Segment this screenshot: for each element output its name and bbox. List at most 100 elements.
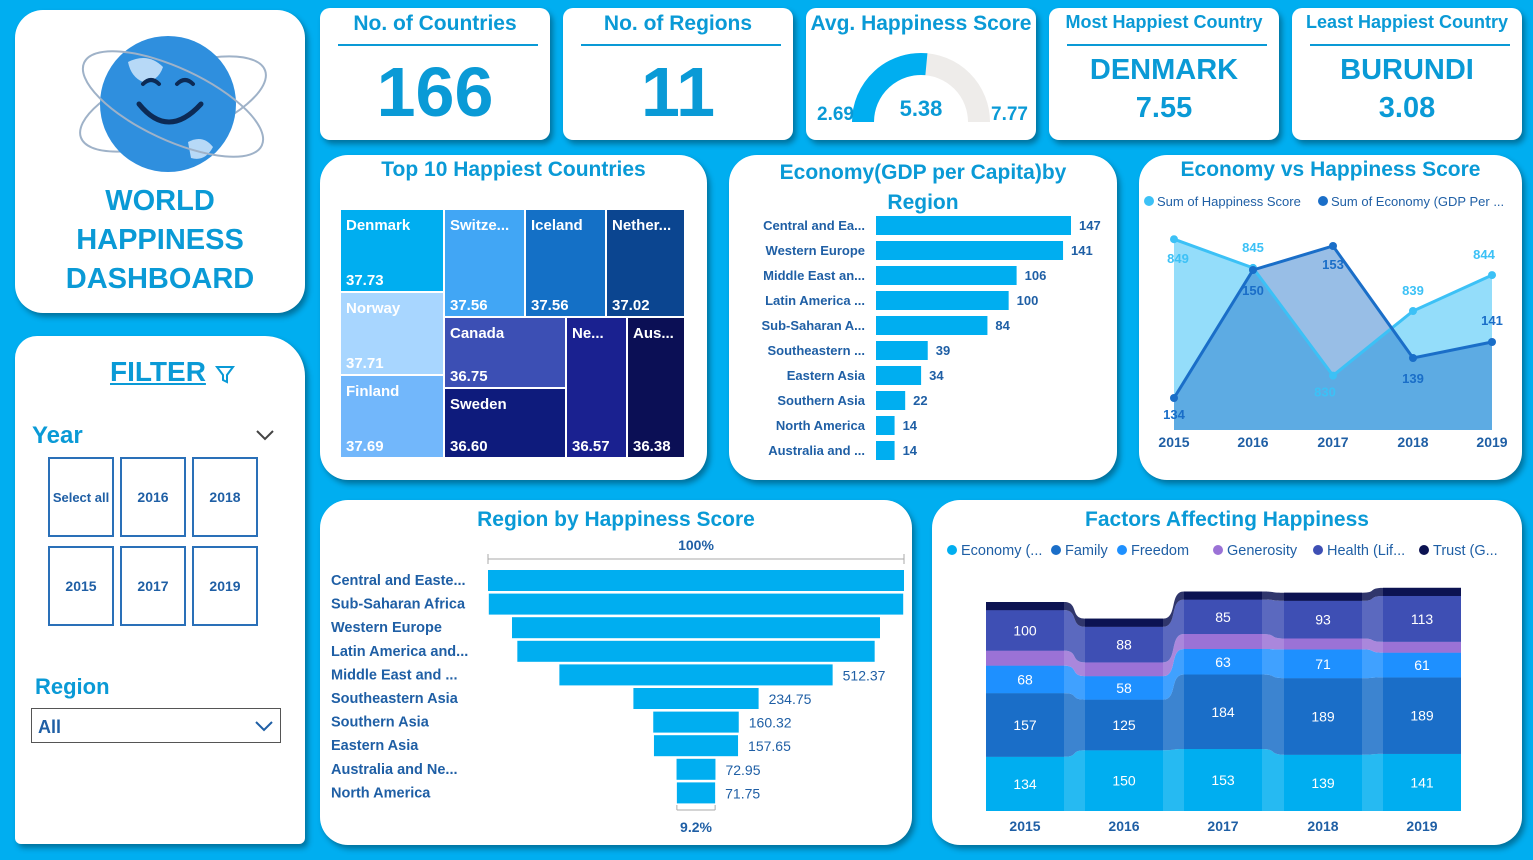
kpi-least-country: BURUNDI: [1340, 54, 1474, 86]
happiness-line-point[interactable]: [1170, 235, 1178, 244]
factor-segment[interactable]: [986, 756, 1064, 811]
factor-segment[interactable]: [1184, 599, 1262, 635]
treemap-tile-value: 37.02: [612, 297, 650, 314]
funnel-bar[interactable]: [676, 782, 716, 804]
year-option-2016[interactable]: 2016: [120, 457, 186, 537]
legend-label: Freedom: [1131, 543, 1189, 559]
funnel-bar[interactable]: [488, 570, 904, 591]
factor-segment[interactable]: [1085, 662, 1163, 677]
kpi-divider: [581, 44, 781, 46]
factor-segment[interactable]: [1284, 754, 1362, 811]
funnel-bar[interactable]: [559, 664, 833, 686]
funnel-bar[interactable]: [676, 758, 716, 780]
gdp-bar[interactable]: [876, 416, 895, 435]
happiness-line-point[interactable]: [1409, 307, 1417, 315]
factor-segment[interactable]: [1184, 649, 1262, 675]
funnel-bar[interactable]: [488, 593, 904, 615]
factor-segment[interactable]: [1284, 600, 1362, 639]
treemap-tile[interactable]: Ne... 36.57: [566, 317, 627, 458]
treemap-tile[interactable]: Aus... 36.38: [627, 317, 685, 458]
funnel-category-label: Eastern Asia: [331, 738, 419, 754]
factor-segment[interactable]: [1184, 591, 1262, 600]
year-option-select-all[interactable]: Select all: [48, 457, 114, 537]
year-option-2017[interactable]: 2017: [120, 546, 186, 626]
treemap-tile[interactable]: Norway 37.71: [340, 292, 444, 375]
factor-segment[interactable]: [1383, 587, 1461, 596]
treemap-tile[interactable]: Switze... 37.56: [444, 209, 525, 317]
factor-data-label: 184: [1211, 704, 1235, 720]
funnel-bar[interactable]: [517, 640, 875, 662]
factor-data-label: 93: [1315, 612, 1331, 628]
treemap-tile[interactable]: Finland 37.69: [340, 375, 444, 458]
factor-segment[interactable]: [986, 602, 1064, 611]
economy-line-point[interactable]: [1329, 242, 1337, 250]
gdp-bar[interactable]: [876, 241, 1064, 260]
economy-data-label: 139: [1402, 371, 1424, 386]
gdp-bar[interactable]: [876, 391, 906, 410]
happiness-line-point[interactable]: [1329, 371, 1337, 380]
factor-segment[interactable]: [1085, 626, 1163, 663]
treemap-tile[interactable]: Denmark 37.73: [340, 209, 444, 292]
factor-segment[interactable]: [986, 665, 1064, 694]
factor-segment[interactable]: [1184, 749, 1262, 811]
factor-segment[interactable]: [986, 650, 1064, 666]
factor-segment[interactable]: [1085, 618, 1163, 627]
region-dropdown[interactable]: All: [31, 708, 281, 743]
factor-segment[interactable]: [1184, 674, 1262, 750]
factor-segment[interactable]: [986, 610, 1064, 651]
gdp-bar[interactable]: [876, 216, 1071, 235]
gdp-category-label: Australia and ...: [768, 443, 865, 458]
dashboard-title-line1: WORLD: [105, 185, 215, 217]
filter-heading: FILTER: [110, 356, 236, 388]
year-option-2015[interactable]: 2015: [48, 546, 114, 626]
factor-data-label: 61: [1414, 657, 1430, 673]
kpi-avg-card: Avg. Happiness Score 2.69 5.38 7.77: [806, 8, 1036, 140]
x-tick-label: 2017: [1207, 818, 1238, 834]
treemap-tile[interactable]: Nether... 37.02: [606, 209, 685, 317]
gdp-bar[interactable]: [876, 441, 895, 460]
economy-line-point[interactable]: [1409, 354, 1417, 362]
treemap-tile[interactable]: Sweden 36.60: [444, 388, 566, 458]
funnel-title: Region by Happiness Score: [477, 508, 755, 531]
factor-segment[interactable]: [1284, 592, 1362, 601]
gdp-bar[interactable]: [876, 316, 988, 335]
factor-segment[interactable]: [1383, 677, 1461, 754]
gdp-category-label: Southeastern ...: [767, 343, 865, 358]
factor-segment[interactable]: [1085, 750, 1163, 811]
funnel-bar[interactable]: [653, 735, 739, 757]
factor-segment[interactable]: [1383, 595, 1461, 642]
factor-segment[interactable]: [1284, 638, 1362, 650]
factor-segment[interactable]: [1383, 753, 1461, 811]
funnel-bar[interactable]: [633, 688, 759, 709]
gdp-bar[interactable]: [876, 366, 922, 385]
treemap-tile[interactable]: Canada 36.75: [444, 317, 566, 388]
globe-smiley-icon: [79, 36, 267, 172]
gdp-bar[interactable]: [876, 266, 1017, 285]
funnel-bar[interactable]: [653, 711, 739, 733]
factor-segment[interactable]: [1383, 652, 1461, 678]
treemap-tile[interactable]: Iceland 37.56: [525, 209, 606, 317]
happiness-line-point[interactable]: [1488, 271, 1496, 280]
factor-segment[interactable]: [1383, 641, 1461, 653]
economy-line-point[interactable]: [1249, 266, 1257, 274]
filter-title: FILTER: [110, 356, 206, 387]
economy-line-point[interactable]: [1488, 338, 1496, 346]
factor-segment[interactable]: [1184, 634, 1262, 649]
legend-marker: [1213, 545, 1223, 555]
year-option-2019[interactable]: 2019: [192, 546, 258, 626]
year-option-2018[interactable]: 2018: [192, 457, 258, 537]
factor-segment[interactable]: [1284, 649, 1362, 679]
gauge-value: 5.38: [899, 96, 943, 121]
gdp-bar[interactable]: [876, 291, 1009, 310]
factor-segment[interactable]: [1085, 699, 1163, 751]
factor-segment[interactable]: [1284, 678, 1362, 755]
kpi-least-title: Least Happiest Country: [1305, 12, 1509, 32]
gdp-bar[interactable]: [876, 341, 928, 360]
chevron-down-icon[interactable]: [255, 428, 275, 442]
funnel-bar[interactable]: [512, 617, 880, 639]
funnel-category-label: Sub-Saharan Africa: [331, 597, 466, 613]
factor-segment[interactable]: [1085, 676, 1163, 700]
factor-segment[interactable]: [986, 693, 1064, 757]
economy-line-point[interactable]: [1170, 394, 1178, 402]
kpi-countries-value: 166: [376, 53, 494, 131]
